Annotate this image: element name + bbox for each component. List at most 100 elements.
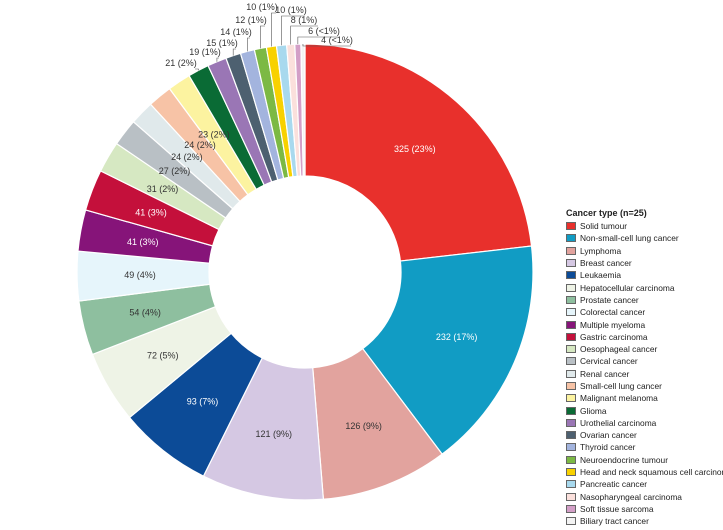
slice-solid-tumour xyxy=(304,43,533,262)
legend-label: Soft tissue sarcoma xyxy=(580,503,654,514)
slice-label-malignant-melanoma: 23 (2%) xyxy=(198,129,230,139)
legend-swatch xyxy=(566,382,576,390)
legend-label: Malignant melanoma xyxy=(580,393,658,404)
leader-line-head-and-neck-squamous-cell-carcinoma xyxy=(271,12,276,47)
legend-label: Colorectal cancer xyxy=(580,307,646,318)
slice-label-ovarian-cancer: 15 (1%) xyxy=(206,38,238,48)
slice-label-head-and-neck-squamous-cell-carcinoma: 10 (1%) xyxy=(246,2,278,12)
legend-swatch xyxy=(566,283,576,292)
leader-line-neuroendocrine-tumour xyxy=(260,25,265,49)
legend-swatch xyxy=(566,308,576,317)
legend-label: Glioma xyxy=(580,405,607,416)
slice-label-solid-tumour: 325 (23%) xyxy=(394,144,436,154)
legend-swatch xyxy=(566,443,576,452)
legend-swatch xyxy=(566,504,576,513)
slice-label-small-cell-lung-cancer: 24 (2%) xyxy=(184,140,216,150)
legend-item-prostate-cancer: Prostate cancer xyxy=(566,294,723,306)
slice-labels: 325 (23%) 232 (17%) 126 (9%) 121 (9%) 93 (7%… xyxy=(124,2,477,439)
legend-item-small-cell-lung-cancer: Small-cell lung cancer xyxy=(566,380,723,392)
legend-swatch xyxy=(566,234,576,243)
legend-label: Cervical cancer xyxy=(580,356,638,367)
legend-item-biliary-tract-cancer: Biliary tract cancer xyxy=(566,515,723,527)
slice-label-non-small-cell-lung-cancer: 232 (17%) xyxy=(436,332,478,342)
legend-item-solid-tumour: Solid tumour xyxy=(566,220,723,232)
legend-label: Nasopharyngeal carcinoma xyxy=(580,491,682,502)
legend-item-breast-cancer: Breast cancer xyxy=(566,257,723,269)
slice-label-multiple-myeloma: 41 (3%) xyxy=(127,237,159,247)
legend-swatch xyxy=(566,345,576,354)
slice-label-urothelial-carcinoma: 19 (1%) xyxy=(189,47,221,57)
legend-label: Multiple myeloma xyxy=(580,319,646,330)
legend-label: Oesophageal cancer xyxy=(580,344,658,355)
legend-label: Small-cell lung cancer xyxy=(580,381,662,391)
legend-item-cervical-cancer: Cervical cancer xyxy=(566,355,723,367)
leader-lines xyxy=(195,12,351,71)
slice-label-soft-tissue-sarcoma: 6 (<1%) xyxy=(308,26,340,36)
legend-item-colorectal-cancer: Colorectal cancer xyxy=(566,306,723,318)
slice-label-cervical-cancer: 27 (2%) xyxy=(159,166,191,176)
legend-label: Hepatocellular carcinoma xyxy=(580,282,675,293)
legend-swatch xyxy=(566,455,576,464)
slice-label-glioma: 21 (2%) xyxy=(165,58,197,68)
legend-swatch xyxy=(566,480,576,489)
legend-label: Thyroid cancer xyxy=(580,442,636,453)
legend-label: Head and neck squamous cell carcinoma xyxy=(580,467,723,478)
legend-item-urothelial-carcinoma: Urothelial carcinoma xyxy=(566,417,723,429)
slice-label-breast-cancer: 121 (9%) xyxy=(255,429,292,439)
legend-item-glioma: Glioma xyxy=(566,404,723,416)
legend: Cancer type (n=25) Solid tumour Non-small… xyxy=(566,206,723,527)
slice-label-lymphoma: 126 (9%) xyxy=(345,421,382,431)
legend-swatch xyxy=(566,431,576,440)
legend-swatch xyxy=(566,406,576,415)
legend-item-nasopharyngeal-carcinoma: Nasopharyngeal carcinoma xyxy=(566,491,723,503)
legend-label: Ovarian cancer xyxy=(580,430,637,441)
legend-label: Solid tumour xyxy=(580,221,628,232)
legend-item-thyroid-cancer: Thyroid cancer xyxy=(566,441,723,453)
slice-label-renal-cancer: 24 (2%) xyxy=(171,152,203,162)
leader-line-ovarian-cancer xyxy=(232,48,236,56)
legend-swatch xyxy=(566,320,576,329)
legend-label: Biliary tract cancer xyxy=(580,516,649,527)
legend-swatch xyxy=(566,394,576,403)
slice-biliary-tract-cancer xyxy=(300,43,306,177)
slice-label-colorectal-cancer: 49 (4%) xyxy=(124,270,156,280)
slice-label-thyroid-cancer: 14 (1%) xyxy=(220,27,252,37)
legend-swatch xyxy=(566,418,576,427)
legend-swatch xyxy=(566,259,576,268)
legend-item-pancreatic-cancer: Pancreatic cancer xyxy=(566,478,723,490)
legend-label: Breast cancer xyxy=(580,258,632,269)
legend-item-soft-tissue-sarcoma: Soft tissue sarcoma xyxy=(566,503,723,515)
legend-swatch xyxy=(566,517,576,526)
legend-item-lymphoma: Lymphoma xyxy=(566,245,723,257)
legend-item-head-and-neck-squamous-cell-carcinoma: Head and neck squamous cell carcinoma xyxy=(566,466,723,478)
donut-slices xyxy=(76,43,534,501)
legend-items: Solid tumour Non-small-cell lung cancer Ly… xyxy=(566,220,723,527)
leader-line-biliary-tract-cancer xyxy=(302,44,351,47)
slice-label-prostate-cancer: 54 (4%) xyxy=(129,308,161,318)
legend-label: Non-small-cell lung cancer xyxy=(580,233,679,244)
leader-line-nasopharyngeal-carcinoma xyxy=(290,25,318,45)
slice-label-gastric-carcinoma: 41 (3%) xyxy=(135,208,167,218)
legend-label: Neuroendocrine tumour xyxy=(580,454,668,465)
legend-item-non-small-cell-lung-cancer: Non-small-cell lung cancer xyxy=(566,232,723,244)
legend-label: Urothelial carcinoma xyxy=(580,417,657,428)
legend-item-hepatocellular-carcinoma: Hepatocellular carcinoma xyxy=(566,281,723,293)
legend-swatch xyxy=(566,468,576,477)
legend-label: Lymphoma xyxy=(580,245,622,256)
slice-non-small-cell-lung-cancer xyxy=(361,245,534,455)
leader-line-thyroid-cancer xyxy=(247,37,250,52)
legend-swatch xyxy=(566,357,576,366)
legend-label: Gastric carcinoma xyxy=(580,331,648,342)
leader-line-pancreatic-cancer xyxy=(281,15,305,46)
slice-label-hepatocellular-carcinoma: 72 (5%) xyxy=(147,351,179,361)
slice-label-nasopharyngeal-carcinoma: 8 (1%) xyxy=(291,15,318,25)
leader-line-glioma xyxy=(195,68,199,71)
leader-line-urothelial-carcinoma xyxy=(216,57,219,62)
legend-swatch xyxy=(566,271,576,280)
slice-label-oesophageal-cancer: 31 (2%) xyxy=(147,184,179,194)
slice-label-biliary-tract-cancer: 4 (<1%) xyxy=(321,35,353,45)
legend-item-neuroendocrine-tumour: Neuroendocrine tumour xyxy=(566,454,723,466)
legend-title: Cancer type (n=25) xyxy=(566,208,647,218)
legend-swatch xyxy=(566,492,576,501)
